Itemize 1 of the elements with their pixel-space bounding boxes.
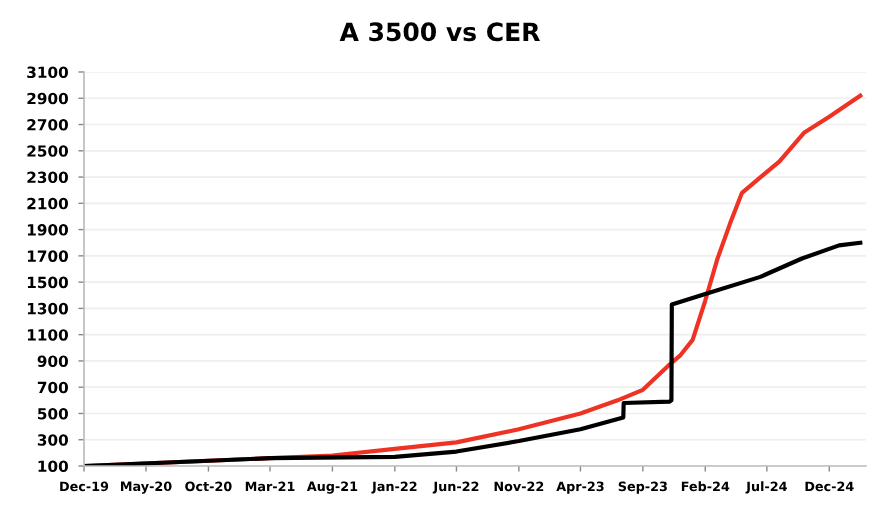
chart-title: A 3500 vs CER	[339, 22, 540, 42]
